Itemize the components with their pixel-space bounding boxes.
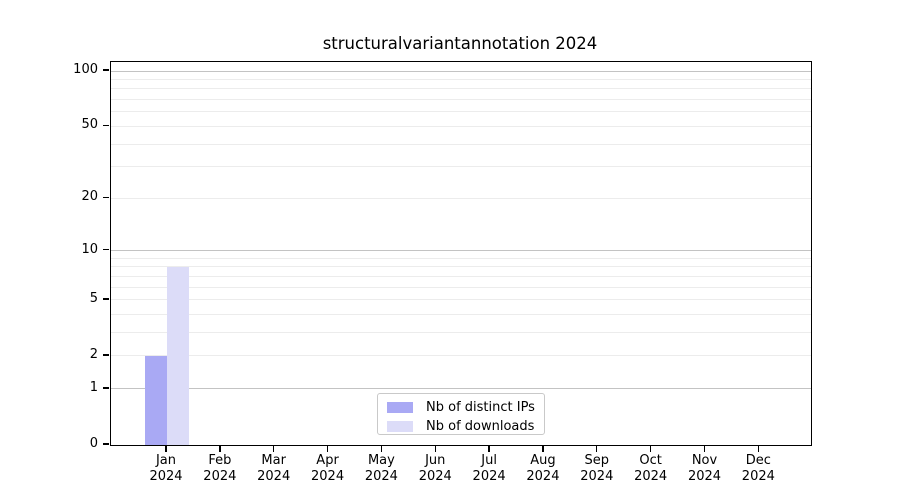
x-axis-tick [542,445,544,452]
grid-line-minor [111,314,811,316]
y-axis-tick [103,124,109,127]
grid-line-minor [111,143,811,145]
grid-line-minor [111,299,811,301]
y-axis-tick [103,249,109,251]
grid-line-major [111,388,811,390]
y-axis-tick [103,443,109,445]
y-axis-tick [103,354,109,356]
grid-line-minor [111,99,811,101]
y-axis-tick [103,298,109,300]
y-axis-tick [103,69,109,71]
x-axis-tick [219,445,221,452]
y-axis-tick-label: 100 [73,62,98,78]
grid-line-major [111,250,811,252]
x-axis-tick-label: Jul 2024 [472,453,506,484]
legend: Nb of distinct IPs Nb of downloads [377,393,545,435]
x-axis-tick-label: Jun 2024 [418,453,452,484]
legend-swatch [387,421,413,432]
x-axis-tick-label: May 2024 [364,453,398,484]
x-axis-tick [326,445,329,452]
x-axis-tick-label: Sep 2024 [580,453,614,484]
y-axis-tick-label: 10 [81,241,98,257]
grid-line-minor [111,257,811,259]
x-axis-tick [380,445,383,452]
x-axis-tick [165,445,167,452]
x-axis-tick-label: Mar 2024 [257,453,291,484]
x-axis-tick-label: Jan 2024 [149,453,183,484]
grid-line-minor [111,355,811,357]
legend-label: Nb of downloads [426,419,535,434]
plot-area [110,61,812,446]
x-axis-tick-label: Nov 2024 [687,453,722,484]
grid-line-minor [111,332,811,334]
grid-line-minor [111,266,811,268]
x-axis-tick [757,445,760,452]
y-axis-tick [103,387,109,389]
y-axis-tick-label: 1 [89,379,98,395]
x-axis-tick [649,445,652,452]
y-axis-tick-label: 0 [89,436,98,451]
x-axis-tick [488,445,490,452]
grid-line-minor [111,166,811,168]
grid-line-major [111,70,811,72]
bar-nb-of-downloads [167,266,189,445]
y-axis-tick-label: 2 [89,346,98,362]
grid-line-minor [111,79,811,81]
grid-line-minor [111,276,811,278]
x-axis-tick-label: Dec 2024 [741,453,775,484]
grid-line-minor [111,125,811,127]
y-axis-tick-label: 5 [89,290,98,306]
y-axis-tick-label: 50 [81,117,98,133]
x-axis-tick-label: Oct 2024 [634,453,668,484]
grid-line-minor [111,286,811,288]
x-axis-tick [703,445,706,452]
x-axis-tick-label: Apr 2024 [311,453,345,484]
legend-swatch [387,402,413,413]
legend-item: Nb of downloads [387,417,538,436]
grid-line-minor [111,88,811,90]
y-axis-tick [103,196,109,199]
grid-line-minor [111,197,811,199]
x-axis-tick [434,445,436,452]
legend-label: Nb of distinct IPs [426,400,535,415]
x-axis-tick [273,445,275,452]
bar-nb-of-distinct-ips [145,355,167,445]
x-axis-tick-label: Feb 2024 [203,453,237,484]
chart-title: structuralvariantannotation 2024 [322,34,598,53]
legend-item: Nb of distinct IPs [387,398,538,417]
x-axis-tick [596,445,598,452]
y-axis-tick-label: 20 [81,189,98,205]
x-axis-tick-label: Aug 2024 [526,453,560,484]
grid-line-minor [111,111,811,113]
